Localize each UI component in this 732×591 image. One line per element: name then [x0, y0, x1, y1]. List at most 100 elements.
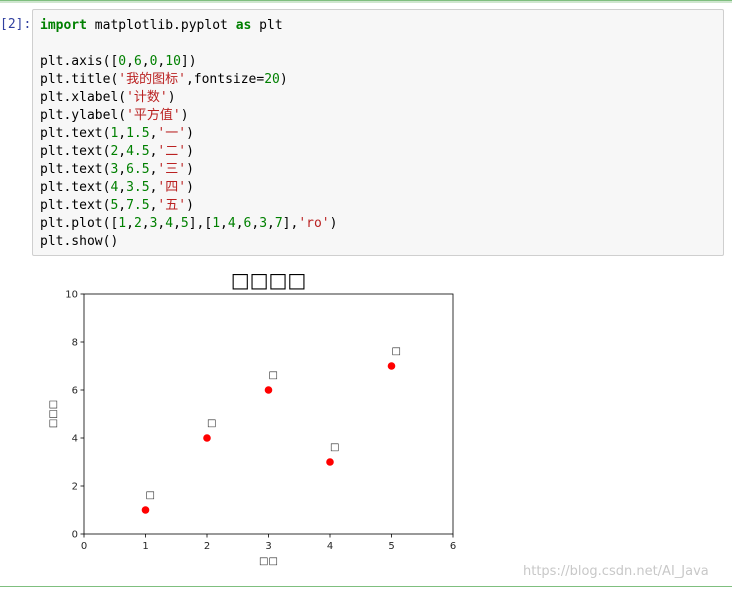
y-tick-label: 6 — [72, 386, 78, 397]
x-tick-label: 6 — [450, 541, 456, 552]
code-token: , — [157, 216, 166, 231]
code-token: , — [149, 198, 158, 213]
code-token: 1 — [110, 126, 119, 141]
code-token: , — [118, 144, 127, 159]
code-line: plt.plot([1,2,3,4,5],[1,4,6,3,7],'ro') — [40, 215, 337, 233]
plot-frame — [83, 293, 454, 535]
y-axis-label: □□□ — [48, 400, 59, 428]
code-token: 6.5 — [126, 162, 150, 177]
code-token: , — [126, 216, 134, 231]
y-tick-label: 2 — [72, 482, 78, 493]
code-token: , — [267, 216, 275, 231]
code-token: , — [118, 126, 127, 141]
code-token: 3.5 — [126, 180, 150, 195]
code-token: , — [173, 216, 181, 231]
cell-top-border — [0, 0, 732, 3]
x-tick-label: 3 — [265, 541, 271, 552]
code-token: 20 — [264, 72, 280, 87]
code-token: ]) — [180, 54, 197, 69]
code-token: plt.text( — [40, 162, 111, 177]
code-token: , — [126, 54, 134, 69]
text-annotation: □ — [146, 490, 155, 501]
code-line: plt.ylabel('平方值') — [40, 107, 337, 125]
code-token: 10 — [165, 54, 181, 69]
code-token: , — [220, 216, 228, 231]
code-token: '我的图标' — [118, 72, 186, 87]
code-cell-editor[interactable]: import matplotlib.pyplot as plt plt.axis(… — [32, 9, 724, 256]
code-token: plt.plot([ — [40, 216, 119, 231]
code-token: '计数' — [126, 90, 168, 105]
code-token: 6 — [133, 54, 142, 69]
code-token: , — [141, 54, 150, 69]
x-tick-label: 0 — [81, 541, 87, 552]
data-point — [203, 434, 211, 442]
code-token: ) — [186, 126, 194, 141]
data-point — [141, 506, 150, 514]
code-token: , — [118, 162, 127, 177]
code-token: ) — [186, 162, 194, 177]
code-token: plt.xlabel( — [40, 90, 127, 105]
code-line: plt.xlabel('计数') — [40, 89, 337, 107]
code-token: ],[ — [188, 216, 213, 231]
code-token: plt — [251, 18, 283, 33]
code-token: plt.ylabel( — [40, 108, 127, 123]
code-text[interactable]: import matplotlib.pyplot as plt plt.axis(… — [40, 17, 337, 251]
code-token: 7 — [274, 216, 283, 231]
text-annotation: □ — [330, 442, 339, 453]
code-token: 0 — [149, 54, 158, 69]
code-token: 6 — [243, 216, 252, 231]
code-token: 4 — [110, 180, 119, 195]
code-token: plt.text( — [40, 198, 111, 213]
x-tick-label: 5 — [388, 541, 394, 552]
code-token: 3 — [110, 162, 119, 177]
code-token: '五' — [157, 198, 187, 213]
code-token: ) — [186, 180, 194, 195]
code-token: , — [149, 162, 158, 177]
code-token: 4.5 — [126, 144, 150, 159]
code-token: , — [149, 180, 158, 195]
data-point — [264, 386, 273, 394]
code-line: plt.text(3,6.5,'三') — [40, 161, 337, 179]
code-token: , — [149, 126, 158, 141]
code-token: ,fontsize= — [185, 72, 265, 87]
code-token: , — [149, 144, 158, 159]
code-line: plt.text(4,3.5,'四') — [40, 179, 337, 197]
code-token: 2 — [110, 144, 119, 159]
code-token: matplotlib.pyplot — [86, 18, 236, 33]
text-annotation: □ — [207, 418, 216, 429]
code-token: 7.5 — [126, 198, 150, 213]
chart-title: □□□□ — [231, 268, 307, 292]
code-token: plt.title( — [40, 72, 119, 87]
code-token: 4 — [227, 216, 236, 231]
code-token: ) — [186, 198, 194, 213]
y-tick-label: 0 — [72, 530, 78, 541]
code-token: , — [251, 216, 260, 231]
code-token: ) — [180, 108, 189, 123]
code-token: plt.text( — [40, 126, 111, 141]
data-point — [387, 362, 396, 370]
code-token: '二' — [157, 144, 187, 159]
code-token: '平方值' — [126, 108, 181, 123]
watermark: https://blog.csdn.net/AI_Java — [523, 564, 709, 579]
text-annotation: □ — [392, 346, 401, 357]
code-line: plt.title('我的图标',fontsize=20) — [40, 71, 337, 89]
code-token: ) — [279, 72, 288, 87]
x-tick-label: 2 — [204, 541, 210, 552]
code-token: plt.show() — [40, 234, 119, 249]
code-line — [40, 35, 337, 53]
data-point — [326, 458, 334, 466]
code-line: import matplotlib.pyplot as plt — [40, 17, 337, 35]
code-token: , — [157, 54, 166, 69]
code-token: 1.5 — [126, 126, 150, 141]
y-tick-label: 4 — [72, 434, 78, 445]
text-annotation: □ — [269, 370, 278, 381]
code-token: 1 — [212, 216, 221, 231]
code-token: plt.axis([ — [40, 54, 119, 69]
x-tick-label: 1 — [142, 541, 148, 552]
code-token: 5 — [110, 198, 119, 213]
code-token: ) — [186, 144, 194, 159]
cell-output: □□□□ 0 1 2 3 4 5 6 0 2 4 6 8 10 □□ □□□ □ □ □ □ □ — [32, 262, 472, 582]
y-tick-label: 8 — [72, 338, 78, 349]
code-token: ], — [282, 216, 299, 231]
